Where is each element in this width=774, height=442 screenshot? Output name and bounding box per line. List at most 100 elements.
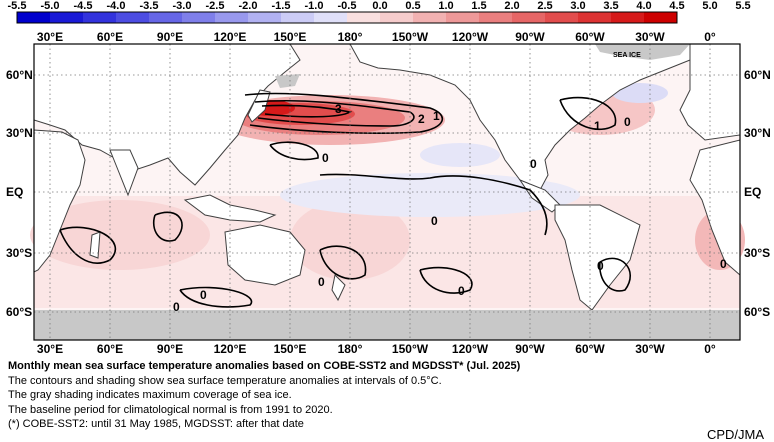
credit-label: CPD/JMA	[706, 427, 764, 442]
contour-line	[244, 92, 444, 134]
longitude-label: 120°E	[213, 30, 247, 44]
longitude-label: 60°W	[575, 342, 605, 356]
colorbar-swatch	[479, 12, 512, 23]
longitude-label: 30°W	[635, 342, 665, 356]
colorbar-swatch	[281, 12, 314, 23]
contour-line	[319, 173, 548, 236]
antarctic-sea-ice	[34, 310, 740, 340]
caption-line: The gray shading indicates maximum cover…	[8, 389, 292, 401]
colorbar-tick-label: 4.5	[669, 0, 685, 12]
contour-line	[59, 226, 117, 264]
colorbar-swatch	[248, 12, 281, 23]
contour-label: 0	[431, 214, 438, 228]
colorbar-swatch	[182, 12, 215, 23]
colorbar-swatch	[215, 12, 248, 23]
colorbar-swatch	[644, 12, 677, 23]
contour-line	[419, 266, 473, 294]
colorbar-tick-label: 5.5	[735, 0, 751, 12]
contour-line	[599, 257, 631, 292]
latitude-label: EQ	[744, 185, 762, 199]
contour-label: 1	[433, 109, 440, 123]
graticule	[34, 44, 740, 340]
longitude-label: 30°E	[36, 342, 64, 356]
longitude-label: 150°W	[391, 342, 429, 356]
colorbar-tick-label: -2.5	[205, 0, 225, 12]
latitude-label: 30°S	[744, 246, 771, 260]
colorbar-swatch	[611, 12, 644, 23]
colorbar-swatch	[83, 12, 116, 23]
contour-line	[319, 245, 367, 280]
latitude-label: 60°N	[744, 68, 771, 82]
okhotsk-sea-ice	[275, 74, 300, 88]
contour-label: 3	[335, 102, 342, 116]
contour-label: 0	[200, 288, 207, 302]
latitude-label: 30°N	[744, 126, 771, 140]
colorbar-tick-label: 3.0	[570, 0, 586, 12]
longitude-label: 150°E	[273, 30, 307, 44]
colorbar-swatch	[347, 12, 380, 23]
contour-label: 0	[624, 115, 631, 129]
colorbar-tick-label: 4.0	[636, 0, 652, 12]
colorbar-tick-label: 5.0	[702, 0, 718, 12]
longitude-label: 30°W	[635, 30, 665, 44]
subtropical-cool-patch	[420, 143, 500, 167]
new-zealand-land	[331, 273, 346, 302]
latitude-label: EQ	[6, 185, 24, 199]
latitude-label: 60°S	[744, 305, 771, 319]
india-land	[109, 149, 139, 197]
colorbar-swatch	[149, 12, 182, 23]
colorbar-swatch	[512, 12, 545, 23]
colorbar-tick-label: -3.0	[172, 0, 192, 12]
latitude-label: 30°S	[6, 246, 33, 260]
contour-line	[153, 211, 183, 242]
contour-value-labels: 3 2 1 0 1 0 0 0 0 0 0 0 0 0	[173, 102, 727, 314]
colorbar-swatch	[380, 12, 413, 23]
indonesia-land	[183, 194, 277, 223]
north-america-land	[349, 43, 691, 191]
longitude-label: 120°W	[451, 30, 489, 44]
arctic-sea-ice	[595, 44, 690, 60]
longitude-label: 60°E	[96, 30, 124, 44]
caption-title: Monthly mean sea surface temperature ano…	[8, 360, 521, 372]
africa-land	[33, 129, 86, 273]
map-caption: Monthly mean sea surface temperature ano…	[8, 359, 520, 432]
caption-line: (*) COBE-SST2: until 31 May 1985, MGDSST…	[8, 418, 304, 430]
longitude-label: 60°E	[96, 342, 124, 356]
contour-line	[269, 141, 319, 161]
contour-label: 0	[322, 151, 329, 165]
longitude-label: 90°E	[156, 30, 184, 44]
longitude-label: 120°E	[213, 342, 247, 356]
longitude-label: 60°W	[575, 30, 605, 44]
map-border	[33, 43, 741, 341]
colorbar-swatch	[116, 12, 149, 23]
latitude-label: 30°N	[6, 126, 33, 140]
colorbar-tick-label: -3.5	[139, 0, 159, 12]
madagascar-land	[89, 231, 101, 259]
contour-line	[254, 99, 415, 127]
colorbar-swatch	[314, 12, 347, 23]
contour-label: 0	[530, 157, 537, 171]
contour-label: 0	[173, 300, 180, 314]
color-scale-legend: -5.5 -5.0 -4.5 -4.0 -3.5 -3.0 -2.5 -2.0 -1.5 -1.0…	[0, 0, 774, 26]
latitude-label: 60°N	[6, 68, 33, 82]
colorbar-tick-label: 3.5	[603, 0, 619, 12]
caption-line: The contours and shading show sea surfac…	[8, 374, 442, 387]
colorbar-tick-label: 2.5	[537, 0, 553, 12]
colorbar-tick-label: -0.5	[337, 0, 357, 12]
colorbar-tick-label: 1.5	[471, 0, 487, 12]
land-masses	[33, 43, 741, 311]
colorbar-tick-label: 0.5	[405, 0, 421, 12]
colorbar-tick-label: -4.5	[73, 0, 93, 12]
colorbar-swatch	[50, 12, 83, 23]
longitude-label: 0°	[704, 342, 716, 356]
colorbar-swatch	[17, 12, 50, 23]
contour-label: 0	[720, 257, 727, 271]
contour-lines	[59, 92, 631, 308]
colorbar-tick-label: -1.5	[271, 0, 291, 12]
longitude-label: 180°	[337, 30, 363, 44]
japan-land	[247, 89, 271, 123]
longitude-label: 90°W	[515, 342, 545, 356]
colorbar-swatch	[413, 12, 446, 23]
longitude-label: 120°W	[451, 342, 489, 356]
